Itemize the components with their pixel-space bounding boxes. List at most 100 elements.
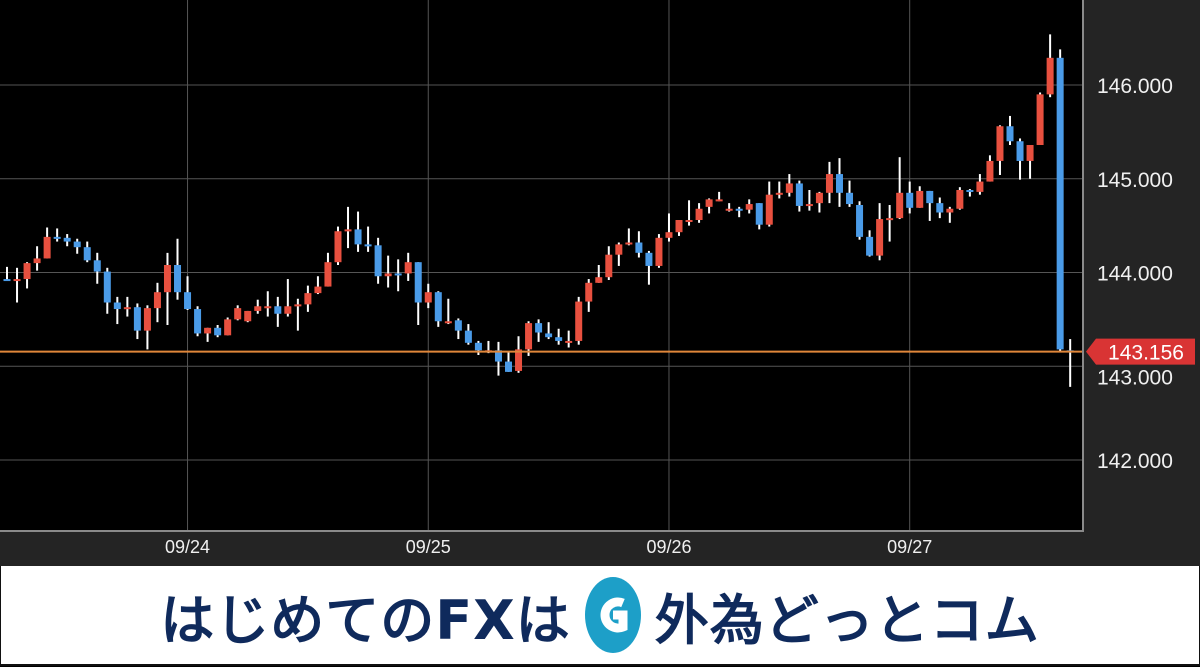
- candle-up: [264, 291, 272, 317]
- candle-body: [394, 273, 402, 276]
- candle-body: [404, 262, 412, 274]
- candle-body: [625, 242, 633, 245]
- candle-body: [1056, 57, 1064, 350]
- candle-body: [214, 327, 222, 336]
- candle-up: [163, 252, 171, 325]
- candle-up: [525, 321, 533, 356]
- candle-body: [474, 342, 482, 351]
- candle-body: [896, 192, 904, 219]
- candle-body: [575, 301, 583, 341]
- x-tick-label: 09/26: [646, 537, 691, 557]
- candle-up: [314, 276, 322, 295]
- candle-body: [665, 232, 673, 238]
- candle-body: [555, 337, 563, 341]
- candle-body: [43, 236, 51, 259]
- candle-up: [304, 285, 312, 312]
- candle-body: [184, 292, 192, 310]
- candle-up: [625, 228, 633, 246]
- candle-up: [886, 205, 894, 242]
- candle-up: [986, 155, 994, 182]
- candle-up: [204, 327, 212, 342]
- candle-down: [354, 211, 362, 252]
- candle-up: [384, 255, 392, 288]
- candle-up: [725, 203, 733, 212]
- candle-body: [224, 319, 232, 336]
- candle-up: [956, 187, 964, 210]
- candle-body: [304, 293, 312, 305]
- ad-banner[interactable]: はじめてのFXは 外為どっとコム: [0, 566, 1200, 666]
- candle-body: [715, 199, 723, 202]
- candle-body: [284, 306, 292, 314]
- candle-body: [585, 282, 593, 302]
- candle-body: [63, 237, 71, 242]
- candle-body: [856, 205, 864, 237]
- candle-up: [565, 330, 573, 348]
- candle-up: [33, 246, 41, 271]
- candle-up: [976, 174, 984, 195]
- candle-up: [715, 191, 723, 202]
- candle-body: [204, 327, 212, 334]
- candle-body: [966, 190, 974, 192]
- candle-up: [284, 279, 292, 317]
- candle-down: [1056, 49, 1064, 353]
- candle-body: [314, 286, 322, 294]
- candle-body: [33, 258, 41, 264]
- candle-body: [444, 321, 452, 324]
- x-tick-label: 09/27: [887, 537, 932, 557]
- candle-body: [735, 208, 743, 211]
- candle-up: [745, 199, 753, 214]
- candle-body: [605, 254, 613, 278]
- candle-down: [635, 231, 643, 258]
- candle-body: [886, 218, 894, 221]
- candle-down: [374, 237, 382, 284]
- candle-body: [876, 219, 884, 256]
- candle-down: [535, 319, 543, 342]
- candle-down: [645, 250, 653, 285]
- candle-down: [394, 259, 402, 292]
- candle-body: [1016, 141, 1024, 161]
- candle-down: [846, 180, 854, 207]
- candle-down: [936, 197, 944, 219]
- candle-up: [665, 213, 673, 242]
- candle-body: [946, 208, 954, 213]
- candle-body: [635, 242, 643, 253]
- candle-up: [404, 252, 412, 281]
- candle-body: [254, 306, 262, 311]
- candle-body: [73, 241, 81, 248]
- candle-up: [996, 125, 1004, 175]
- candle-up: [765, 181, 773, 227]
- candle-up: [825, 161, 833, 204]
- candle-down: [73, 238, 81, 254]
- candle-body: [194, 309, 202, 334]
- candle-down: [214, 325, 222, 338]
- candle-body: [143, 308, 151, 331]
- candle-body: [595, 277, 603, 283]
- candlestick-chart: 146.000 145.000 144.000 143.000 142.000 09/24…: [0, 0, 1200, 566]
- candle-body: [515, 349, 523, 371]
- y-tick-label: 145.000: [1097, 169, 1173, 192]
- candle-up: [23, 262, 31, 289]
- y-tick-label: 142.000: [1097, 450, 1173, 473]
- candle-body: [454, 320, 462, 331]
- candle-body: [815, 192, 823, 204]
- candle-body: [785, 183, 793, 193]
- candle-down: [274, 296, 282, 327]
- candle-body: [354, 229, 362, 245]
- y-tick-label: 146.000: [1097, 75, 1173, 98]
- candle-body: [3, 279, 11, 282]
- candle-down: [755, 203, 763, 230]
- candle-up: [595, 265, 603, 283]
- candle-body: [374, 245, 382, 277]
- candle-down: [63, 234, 71, 247]
- candle-body: [795, 183, 803, 206]
- candle-down: [555, 328, 563, 345]
- candle-up: [615, 242, 623, 266]
- candle-down: [53, 228, 61, 242]
- candle-body: [123, 307, 131, 310]
- candle-up: [896, 157, 904, 220]
- candle-up: [515, 336, 523, 373]
- candle-up: [675, 220, 683, 236]
- candle-down: [966, 189, 974, 197]
- candle-up: [143, 305, 151, 350]
- candle-body: [424, 292, 432, 303]
